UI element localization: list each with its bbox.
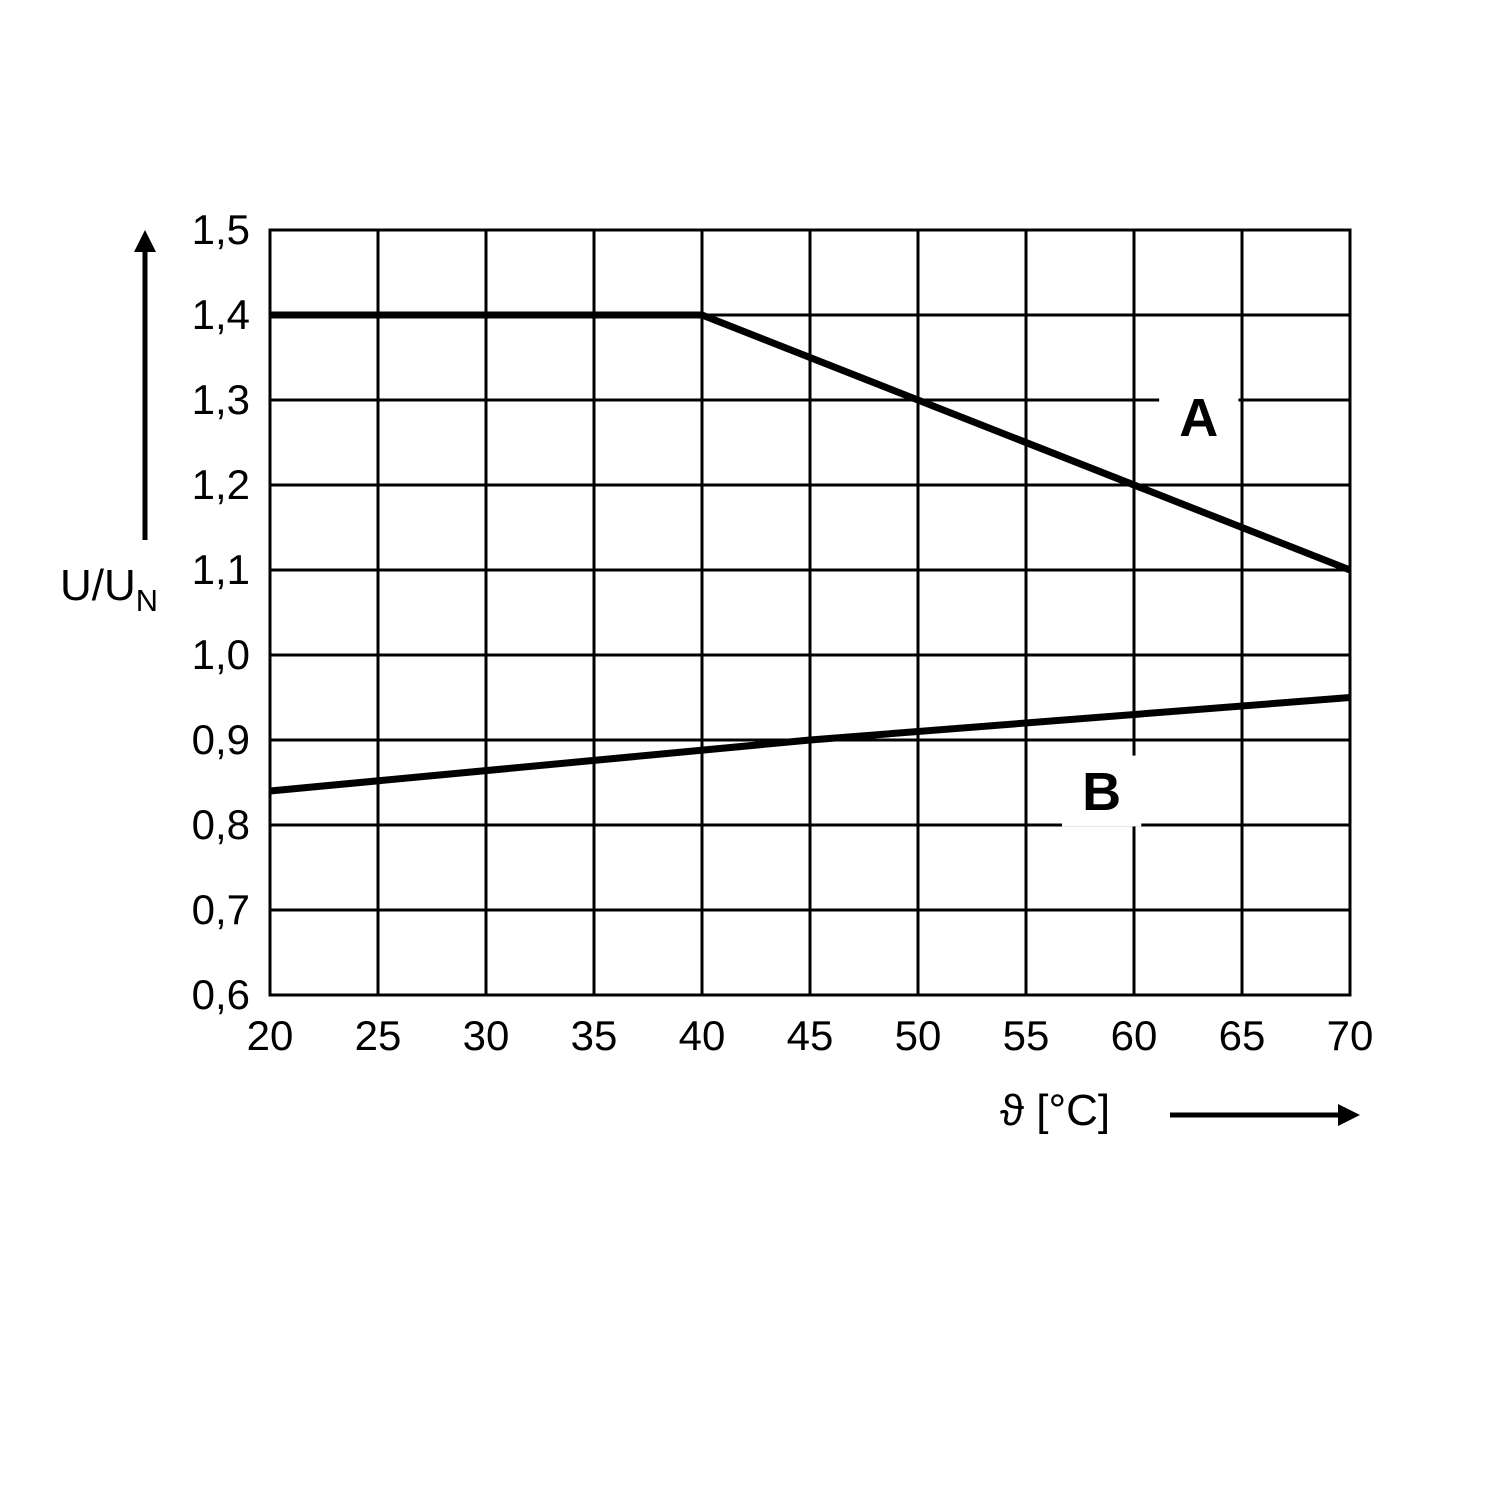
x-tick-label: 20 [247,1012,294,1059]
y-tick-label: 0,6 [192,971,250,1018]
y-tick-label: 1,5 [192,206,250,253]
y-tick-label: 1,4 [192,291,250,338]
x-tick-label: 40 [679,1012,726,1059]
y-tick-label: 0,7 [192,886,250,933]
y-tick-label: 0,8 [192,801,250,848]
chart-svg: 20 25 30 35 40 45 50 55 60 65 70 0,6 0,7 0,8 0,9 1,0 1,1… [0,0,1500,1500]
x-tick-label: 50 [895,1012,942,1059]
y-tick-label: 1,1 [192,546,250,593]
x-tick-label: 55 [1003,1012,1050,1059]
series-label-a: A [1179,388,1218,448]
y-tick-label: 0,9 [192,716,250,763]
x-tick-label: 70 [1327,1012,1374,1059]
x-tick-label: 35 [571,1012,618,1059]
y-tick-label: 1,0 [192,631,250,678]
y-tick-label: 1,2 [192,461,250,508]
y-tick-label: 1,3 [192,376,250,423]
x-tick-label: 60 [1111,1012,1158,1059]
x-tick-label: 65 [1219,1012,1266,1059]
x-tick-label: 45 [787,1012,834,1059]
derating-chart: 20 25 30 35 40 45 50 55 60 65 70 0,6 0,7 0,8 0,9 1,0 1,1… [0,0,1500,1500]
series-label-b: B [1082,762,1121,822]
x-tick-label: 25 [355,1012,402,1059]
x-tick-label: 30 [463,1012,510,1059]
x-axis-label: ϑ [°C] [1000,1086,1110,1135]
